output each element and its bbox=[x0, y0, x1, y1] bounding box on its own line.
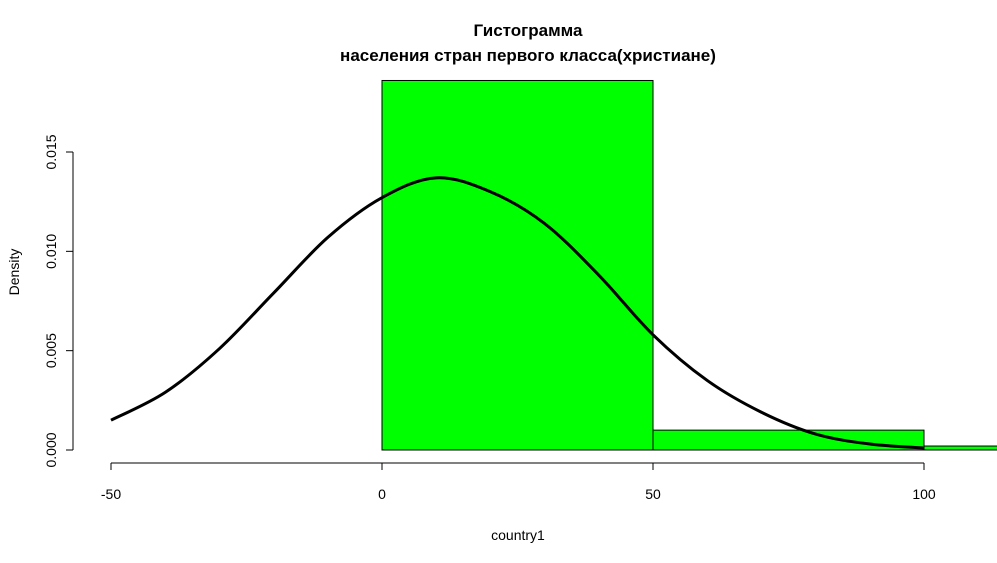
y-tick-label: 0.015 bbox=[43, 134, 59, 169]
x-axis-label: country1 bbox=[491, 527, 545, 543]
histogram-bars bbox=[381, 79, 997, 451]
y-tick-label: 0.005 bbox=[43, 333, 59, 368]
y-axis: 0.000 0.005 0.010 0.015 bbox=[43, 134, 74, 468]
chart-title-line1: Гистограмма bbox=[474, 21, 583, 40]
y-axis-label: Density bbox=[6, 249, 22, 296]
histogram-bar-0 bbox=[381, 79, 654, 451]
y-tick-label: 0.000 bbox=[43, 432, 59, 467]
histogram-bar-1 bbox=[652, 429, 925, 451]
x-tick-label: 50 bbox=[645, 486, 661, 502]
x-tick-label: 100 bbox=[912, 486, 936, 502]
chart-title-line2: населения стран первого класса(христиане… bbox=[340, 46, 716, 65]
histogram-bar-2 bbox=[923, 445, 997, 451]
x-tick-label: 0 bbox=[378, 486, 386, 502]
density-curve bbox=[110, 176, 925, 450]
y-tick-label: 0.010 bbox=[43, 234, 59, 269]
x-tick-label: -50 bbox=[101, 486, 121, 502]
x-axis: -50 0 50 100 bbox=[101, 462, 936, 502]
